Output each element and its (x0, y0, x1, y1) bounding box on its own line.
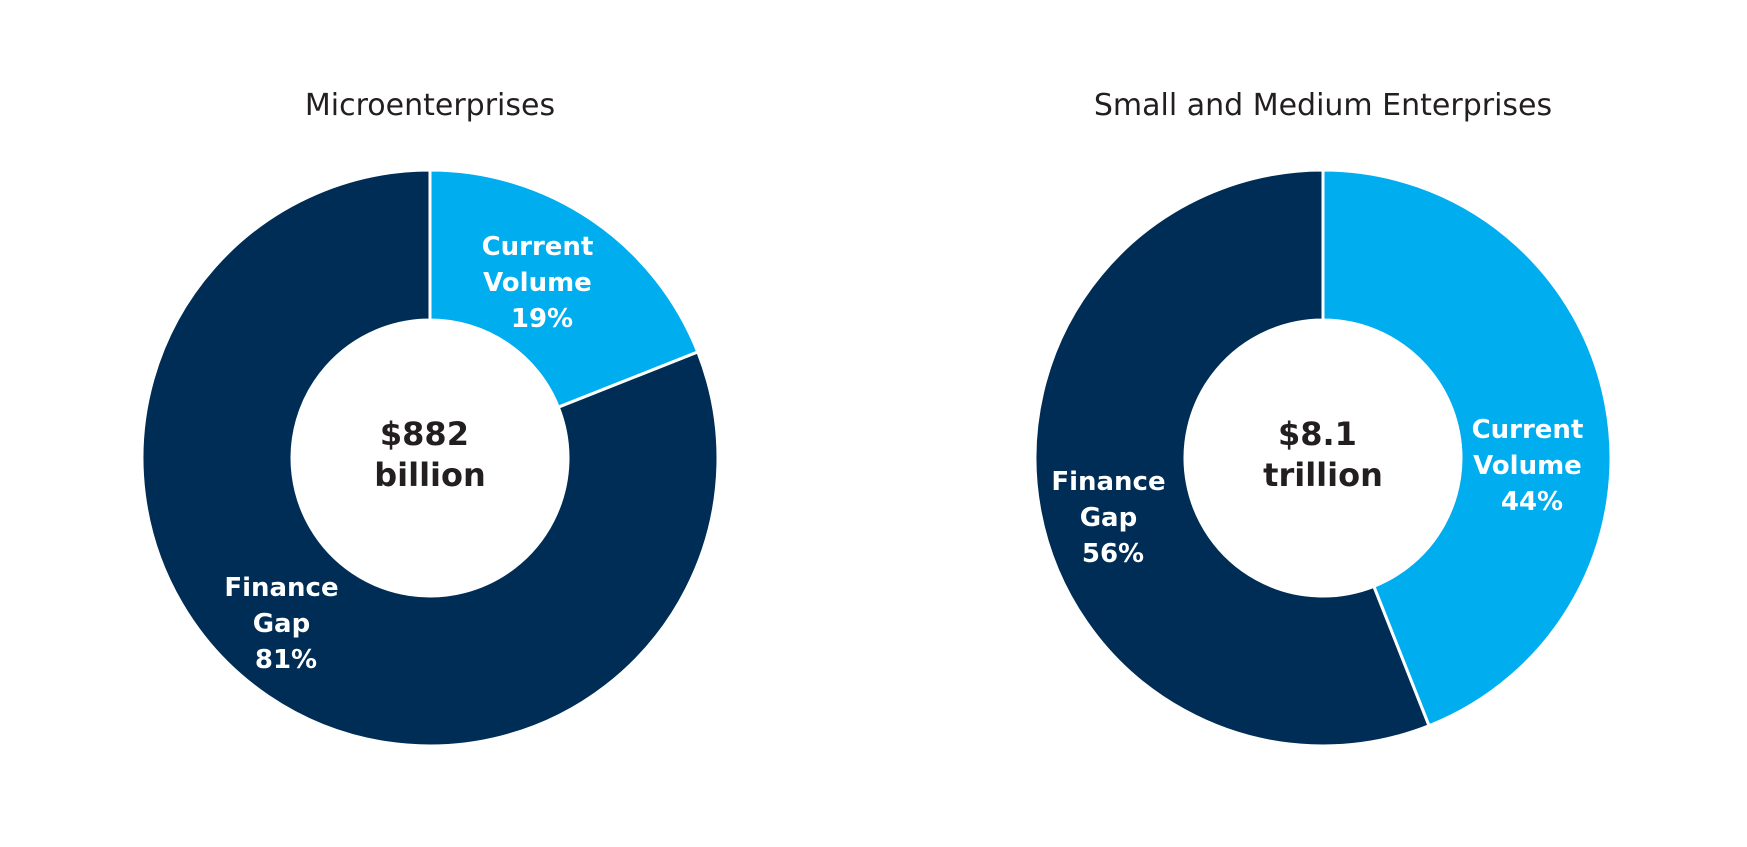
slice-finance-gap (140, 168, 720, 748)
slice-label-value: 44% (1501, 487, 1563, 517)
sme-chart: Small and Medium Enterprises $8.1 trilli… (1033, 88, 1613, 748)
slice-label-line: Volume (1473, 451, 1582, 481)
slice-finance-gap (1033, 168, 1431, 748)
slice-label-value: 19% (511, 304, 573, 334)
slice-label-line: Volume (483, 268, 592, 298)
donut-slices-sme (1033, 168, 1613, 748)
microenterprises-chart: Microenterprises $882 billion Current Vo… (140, 88, 720, 748)
slice-label-line: Gap (253, 609, 311, 639)
slice-label-line: Finance (224, 573, 338, 603)
chart-title-microenterprises: Microenterprises (305, 88, 555, 123)
slice-label-value: 81% (255, 645, 317, 675)
chart-title-sme: Small and Medium Enterprises (1094, 88, 1552, 123)
center-unit: trillion (1263, 456, 1383, 494)
slice-label-current-volume: Current Volume 19% (482, 232, 603, 334)
slice-label-current-volume: Current Volume 44% (1472, 415, 1593, 517)
slice-label-finance-gap: Finance Gap 81% (224, 573, 347, 675)
center-value-microenterprises: $882 billion (374, 415, 486, 494)
slice-label-value: 56% (1082, 539, 1144, 569)
slice-label-line: Gap (1080, 503, 1138, 533)
slice-current-volume (1321, 168, 1613, 728)
center-amount: $882 (380, 415, 469, 453)
center-amount: $8.1 (1278, 415, 1357, 453)
center-unit: billion (374, 456, 486, 494)
slice-current-volume (428, 168, 700, 410)
donut-slices-microenterprises (140, 168, 720, 748)
slice-label-line: Current (1472, 415, 1584, 445)
slice-label-line: Finance (1051, 467, 1165, 497)
center-value-sme: $8.1 trillion (1263, 415, 1383, 494)
slice-label-line: Current (482, 232, 594, 262)
slice-label-finance-gap: Finance Gap 56% (1051, 467, 1174, 569)
